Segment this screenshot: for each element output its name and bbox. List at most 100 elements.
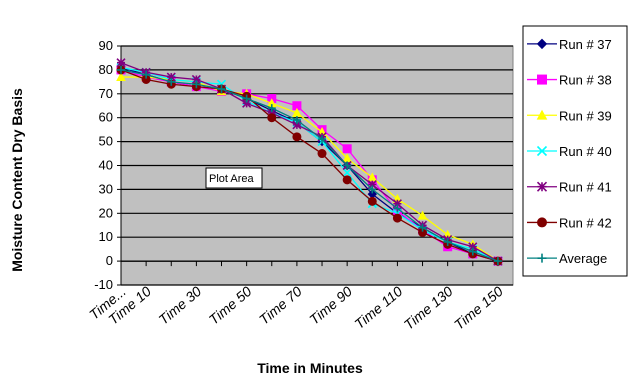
x-tick-label: Time 110 (351, 283, 405, 332)
marker-stroke (493, 257, 502, 266)
data-point (116, 58, 126, 68)
legend-label: Average (559, 251, 607, 266)
marker-stroke (117, 65, 125, 74)
data-point (393, 204, 402, 213)
y-tick-label: 60 (99, 110, 113, 125)
marker-stroke (191, 74, 201, 85)
data-point (292, 120, 302, 130)
legend-entry: Run # 40 (527, 144, 612, 159)
data-point (166, 72, 176, 82)
data-point (167, 77, 176, 86)
data-point (368, 185, 377, 194)
marker-stroke (443, 237, 452, 246)
data-point (343, 161, 352, 170)
data-point (468, 242, 478, 252)
legend-label: Run # 41 (559, 180, 612, 195)
y-tick-label: 20 (99, 205, 113, 220)
marker-stroke (367, 180, 377, 190)
x-tick-label: Time 30 (155, 283, 204, 328)
legend: Run # 37 Run # 38 Run # 39 Run # 40 Run # 41… (522, 25, 628, 277)
y-tick-label: 70 (99, 86, 113, 101)
x-tick-label: Time 150 (451, 283, 506, 333)
x-tick-label: Time 90 (306, 283, 355, 328)
data-point (392, 213, 402, 223)
data-point (537, 253, 547, 263)
data-point (536, 145, 548, 157)
data-point (318, 135, 327, 144)
plot-area-label: Plot Area (209, 173, 255, 185)
data-point (342, 144, 352, 154)
marker-stroke (192, 80, 201, 89)
series-line (120, 69, 499, 262)
marker-stroke (468, 247, 477, 256)
marker-stroke (167, 77, 176, 86)
y-tick-label: 80 (99, 62, 113, 77)
marker-stroke (536, 181, 548, 192)
data-point (443, 237, 452, 246)
data-point (192, 80, 201, 89)
y-tick-label: 90 (99, 38, 113, 53)
data-point (418, 223, 427, 232)
data-point (267, 113, 277, 123)
data-point (242, 98, 252, 108)
legend-label: Run # 38 (559, 73, 612, 88)
data-point (468, 247, 477, 256)
legend-label: Run # 40 (559, 144, 612, 159)
legend-label: Run # 37 (559, 37, 612, 52)
legend-label: Run # 39 (559, 108, 612, 123)
y-tick-label: 40 (99, 158, 113, 173)
x-tick-label: Time 50 (206, 283, 255, 328)
marker-stroke (368, 185, 377, 194)
data-point (536, 109, 548, 120)
legend-entry: Run # 37 (527, 37, 612, 52)
data-point (342, 168, 352, 178)
data-point (242, 94, 251, 103)
data-point (493, 257, 502, 266)
x-axis-title: Time in Minutes (257, 360, 363, 376)
marker-stroke (292, 120, 302, 130)
y-tick-label: 10 (99, 229, 113, 244)
series-layer (116, 58, 503, 266)
data-point (292, 116, 301, 125)
data-point (292, 132, 302, 142)
y-tick-label: 0 (106, 253, 113, 268)
marker-stroke (292, 116, 301, 125)
marker-stroke (267, 108, 277, 118)
data-point (267, 108, 277, 118)
marker-stroke (343, 161, 352, 170)
plot-area-label-box (205, 167, 263, 189)
data-point (191, 74, 201, 85)
legend-entry: Run # 41 (527, 180, 612, 195)
x-tick-label: Time 70 (256, 283, 305, 328)
marker-stroke (418, 223, 427, 232)
data-point (537, 217, 547, 228)
data-point (116, 72, 126, 81)
legend-label: Run # 42 (559, 215, 612, 230)
data-point (536, 38, 548, 50)
data-point (317, 149, 327, 159)
marker-stroke (142, 70, 151, 79)
annotation-layer: Plot Area (205, 167, 263, 189)
marker-stroke (217, 85, 226, 94)
data-point (367, 180, 377, 190)
data-point (217, 85, 226, 94)
series-line (120, 66, 499, 262)
data-point (536, 181, 548, 192)
series-line (120, 62, 499, 262)
marker-stroke (468, 242, 478, 252)
y-tick-label: 30 (99, 181, 113, 196)
legend-entry: Run # 42 (527, 215, 612, 230)
data-point (267, 104, 276, 113)
marker-stroke (242, 98, 252, 108)
series-average (117, 65, 502, 266)
legend-entry: Run # 38 (527, 73, 612, 88)
marker-stroke (342, 168, 352, 178)
marker-stroke (537, 253, 547, 263)
marker-stroke (242, 94, 251, 103)
marker-stroke (166, 72, 176, 82)
legend-entry: Run # 39 (527, 108, 612, 123)
marker-stroke (536, 145, 548, 157)
marker-stroke (116, 58, 126, 68)
data-point (142, 70, 151, 79)
